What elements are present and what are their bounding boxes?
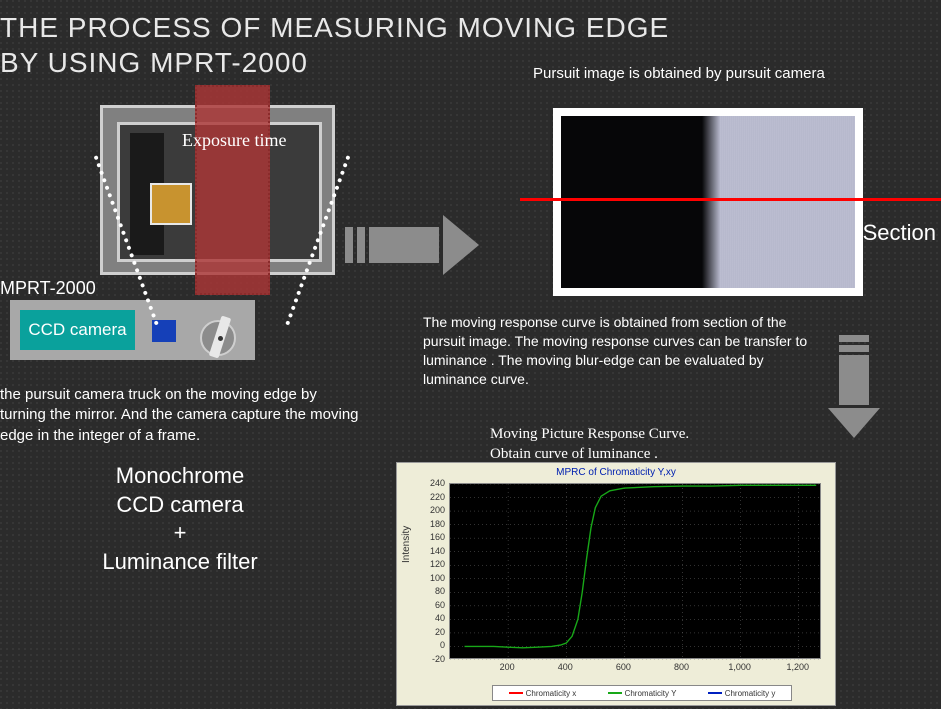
- exposure-overlay: [195, 85, 270, 295]
- mono-line-4: Luminance filter: [40, 548, 320, 577]
- pursuit-camera-description: the pursuit camera truck on the moving e…: [0, 385, 360, 446]
- ytick-label: 160: [423, 532, 445, 542]
- legend-swatch-y: [708, 692, 722, 694]
- mono-line-2: CCD camera: [40, 491, 320, 520]
- ytick-label: 120: [423, 559, 445, 569]
- ytick-label: 100: [423, 573, 445, 583]
- exposure-label: Exposure time: [182, 130, 286, 151]
- xtick-label: 600: [609, 662, 637, 672]
- mono-line-1: Monochrome: [40, 462, 320, 491]
- ytick-label: 80: [423, 586, 445, 596]
- title-line-1: THE PROCESS OF MEASURING MOVING EDGE: [0, 10, 941, 45]
- mirror-pivot: [218, 336, 223, 341]
- legend-item-y: Chromaticity y: [708, 689, 776, 698]
- ytick-label: -20: [423, 654, 445, 664]
- xtick-label: 1,200: [784, 662, 812, 672]
- mprc-chart: MPRC of Chromaticity Y,xy Intensity Chro…: [396, 462, 836, 706]
- response-curve-description: The moving response curve is obtained fr…: [423, 313, 818, 389]
- ytick-label: 220: [423, 492, 445, 502]
- section-label: Section: [863, 220, 936, 246]
- ytick-label: 20: [423, 627, 445, 637]
- chart-legend: Chromaticity x Chromaticity Y Chromatici…: [492, 685, 792, 701]
- pursuit-image: [561, 116, 855, 288]
- ytick-label: 200: [423, 505, 445, 515]
- xtick-label: 400: [551, 662, 579, 672]
- ytick-label: 140: [423, 546, 445, 556]
- camera-sensor-square: [150, 183, 192, 225]
- ccd-camera-label: CCD camera: [20, 310, 135, 350]
- ytick-label: 60: [423, 600, 445, 610]
- xtick-label: 200: [493, 662, 521, 672]
- ytick-label: 240: [423, 478, 445, 488]
- legend-swatch-Y: [608, 692, 622, 694]
- legend-item-x: Chromaticity x: [509, 689, 577, 698]
- legend-label-y: Chromaticity y: [725, 689, 776, 698]
- xtick-label: 1,000: [726, 662, 754, 672]
- ytick-label: 180: [423, 519, 445, 529]
- mprc-line-1: Moving Picture Response Curve.: [490, 424, 689, 444]
- chart-ylabel: Intensity: [401, 526, 412, 563]
- pursuit-caption: Pursuit image is obtained by pursuit cam…: [533, 65, 825, 82]
- section-line: [520, 198, 941, 201]
- pursuit-image-frame: [553, 108, 863, 296]
- arrow-down-icon: [828, 335, 880, 438]
- legend-label-x: Chromaticity x: [526, 689, 577, 698]
- chart-title: MPRC of Chromaticity Y,xy: [397, 463, 835, 478]
- mono-line-3: +: [40, 519, 320, 548]
- monochrome-text: Monochrome CCD camera + Luminance filter: [40, 462, 320, 576]
- chart-svg: [450, 484, 822, 660]
- ytick-label: 0: [423, 640, 445, 650]
- arrow-right-icon: [345, 215, 479, 275]
- legend-item-Y: Chromaticity Y: [608, 689, 677, 698]
- chart-plot-area: [449, 483, 821, 659]
- xtick-label: 800: [668, 662, 696, 672]
- legend-swatch-x: [509, 692, 523, 694]
- legend-label-Y: Chromaticity Y: [625, 689, 677, 698]
- mprt-2000-label: MPRT-2000: [0, 278, 96, 299]
- mprc-caption: Moving Picture Response Curve. Obtain cu…: [490, 424, 689, 465]
- ytick-label: 40: [423, 613, 445, 623]
